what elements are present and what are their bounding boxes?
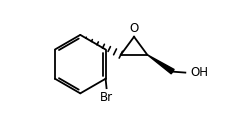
Polygon shape [147, 55, 174, 74]
Text: Br: Br [100, 91, 113, 104]
Text: O: O [129, 22, 139, 35]
Text: OH: OH [191, 66, 209, 79]
